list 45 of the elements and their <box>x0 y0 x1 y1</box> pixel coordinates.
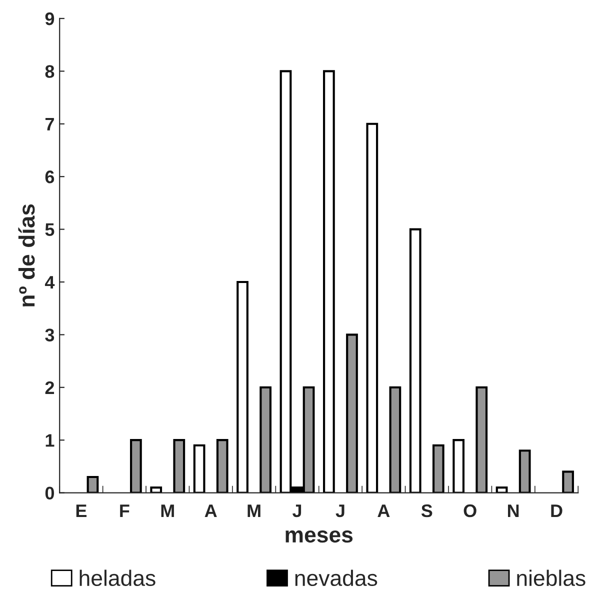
x-tick-label: O <box>464 504 476 518</box>
y-axis-title: nº de días <box>18 204 35 306</box>
y-tick-label: 2 <box>45 381 54 394</box>
bar <box>476 386 488 493</box>
bar <box>130 439 142 493</box>
y-tick-label: 8 <box>45 65 54 78</box>
y-tick-label: 9 <box>45 12 54 26</box>
y-tick-label: 6 <box>45 170 54 184</box>
y-tick-label: 7 <box>45 118 54 130</box>
x-tick-label: E <box>76 504 87 517</box>
y-tick-label: 1 <box>46 434 54 447</box>
y-tick-label: 5 <box>45 223 54 236</box>
bar <box>389 386 402 493</box>
bar <box>409 228 422 493</box>
bar <box>518 450 531 493</box>
x-tick-label: M <box>161 504 174 517</box>
x-tick-label: N <box>508 504 519 517</box>
bar <box>236 280 248 493</box>
x-tick-label: S <box>421 504 432 518</box>
bar <box>86 476 99 493</box>
bar <box>346 334 358 493</box>
bar <box>193 444 206 493</box>
bar <box>260 386 272 493</box>
x-tick-label: J <box>336 504 344 518</box>
x-tick-label: F <box>120 504 130 517</box>
legend-label: heladas <box>80 570 156 586</box>
x-tick-label: D <box>551 504 562 517</box>
x-tick-label: A <box>378 504 390 517</box>
bar <box>150 486 162 493</box>
bar <box>452 439 465 493</box>
y-tick-label: 3 <box>45 328 54 342</box>
legend-label: nieblas <box>517 570 586 586</box>
y-tick-label: 0 <box>45 486 54 500</box>
x-tick-label: M <box>248 504 260 517</box>
bar <box>216 439 228 493</box>
x-axis-title: meses <box>286 530 353 543</box>
bar <box>323 70 335 493</box>
x-tick-label: A <box>204 504 217 517</box>
bar <box>366 122 378 493</box>
x-tick-label: J <box>292 504 302 518</box>
bar <box>173 439 186 493</box>
legend-label: nevadas <box>295 570 378 586</box>
y-tick-label: 4 <box>44 276 55 289</box>
bar <box>562 470 574 493</box>
bar <box>432 444 444 493</box>
